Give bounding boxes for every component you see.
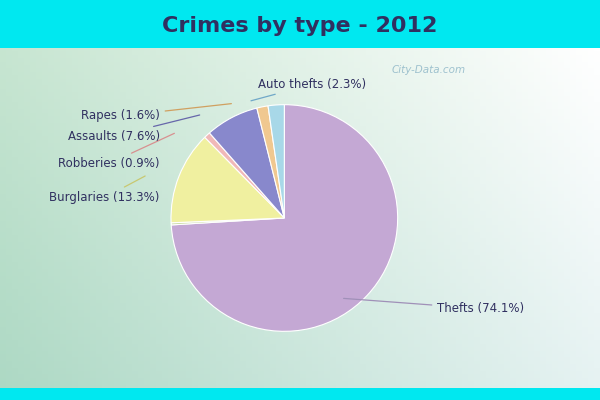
Wedge shape bbox=[171, 105, 398, 331]
Wedge shape bbox=[205, 133, 284, 218]
Text: Crimes by type - 2012: Crimes by type - 2012 bbox=[163, 16, 437, 36]
Wedge shape bbox=[268, 105, 284, 218]
Wedge shape bbox=[257, 106, 284, 218]
Text: Auto thefts (2.3%): Auto thefts (2.3%) bbox=[251, 78, 367, 101]
Text: City-Data.com: City-Data.com bbox=[392, 65, 466, 75]
Text: Assaults (7.6%): Assaults (7.6%) bbox=[68, 115, 200, 143]
Wedge shape bbox=[171, 137, 284, 223]
Text: Rapes (1.6%): Rapes (1.6%) bbox=[81, 104, 232, 122]
Wedge shape bbox=[209, 108, 284, 218]
Text: Thefts (74.1%): Thefts (74.1%) bbox=[344, 298, 524, 315]
Text: Burglaries (13.3%): Burglaries (13.3%) bbox=[49, 176, 160, 204]
Text: Robberies (0.9%): Robberies (0.9%) bbox=[58, 133, 175, 170]
Text: Arson (0.3%): Arson (0.3%) bbox=[0, 399, 1, 400]
Wedge shape bbox=[171, 218, 284, 225]
